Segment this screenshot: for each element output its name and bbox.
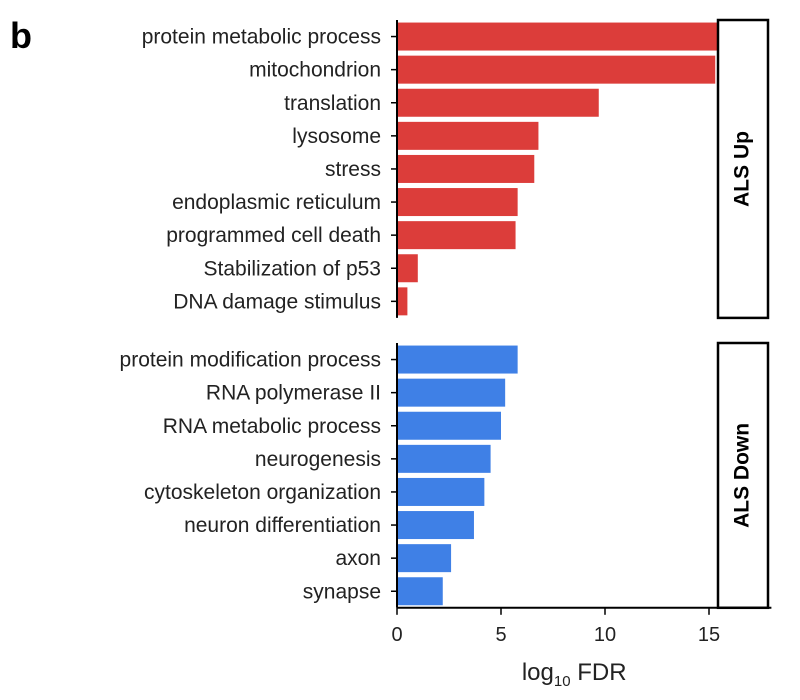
category-label: RNA polymerase II	[206, 382, 381, 405]
x-axis-label: log10 FDR	[522, 659, 627, 690]
facet-strip	[716, 341, 770, 610]
bar	[397, 477, 485, 506]
bar	[397, 411, 501, 440]
bar	[397, 22, 718, 51]
category-label: neurogenesis	[255, 448, 381, 471]
category-label: stress	[325, 158, 381, 181]
category-label: endoplasmic reticulum	[172, 191, 381, 214]
bar	[397, 254, 418, 283]
bar	[397, 154, 535, 183]
category-label: translation	[284, 92, 381, 115]
category-label: Stabilization of p53	[204, 257, 381, 280]
bar	[397, 88, 599, 117]
bar	[397, 287, 408, 316]
x-tick-label: 0	[391, 624, 402, 646]
x-axis: 0 5 10 15	[391, 606, 772, 646]
category-label: programmed cell death	[166, 224, 381, 247]
bar	[397, 444, 491, 473]
facet-strip-label: ALS Down	[731, 423, 754, 528]
panel-als-down: protein modification process RNA polymera…	[120, 341, 770, 610]
x-axis-label-main: log	[522, 659, 554, 686]
bar	[397, 511, 474, 540]
category-label: axon	[335, 547, 381, 570]
category-label: neuron differentiation	[184, 514, 381, 537]
facet-strip-label: ALS Up	[731, 131, 754, 207]
bar	[397, 378, 506, 407]
category-label: protein modification process	[120, 349, 381, 372]
x-axis-label-subscript: 10	[554, 673, 571, 690]
x-tick-label: 5	[495, 624, 506, 646]
category-label: synapse	[303, 580, 381, 603]
bar	[397, 188, 518, 217]
x-tick-label: 15	[698, 624, 720, 646]
x-tick-label: 10	[594, 624, 616, 646]
category-label: RNA metabolic process	[163, 415, 381, 438]
facet-strip	[716, 18, 770, 320]
chart-panels: protein metabolic process mitochondrion tr…	[120, 18, 770, 610]
panel-als-up: protein metabolic process mitochondrion tr…	[142, 18, 770, 320]
category-label: lysosome	[292, 125, 381, 148]
category-label: protein metabolic process	[142, 26, 381, 49]
bar	[397, 55, 716, 84]
bar	[397, 221, 516, 250]
bar	[397, 544, 452, 573]
panel-label: b	[10, 15, 32, 56]
category-label: mitochondrion	[249, 59, 381, 82]
category-label: DNA damage stimulus	[173, 290, 381, 313]
bar	[397, 121, 539, 150]
x-axis-label-rest: FDR	[571, 659, 627, 686]
bar	[397, 577, 443, 606]
bar	[397, 345, 518, 374]
category-label: cytoskeleton organization	[144, 481, 381, 504]
